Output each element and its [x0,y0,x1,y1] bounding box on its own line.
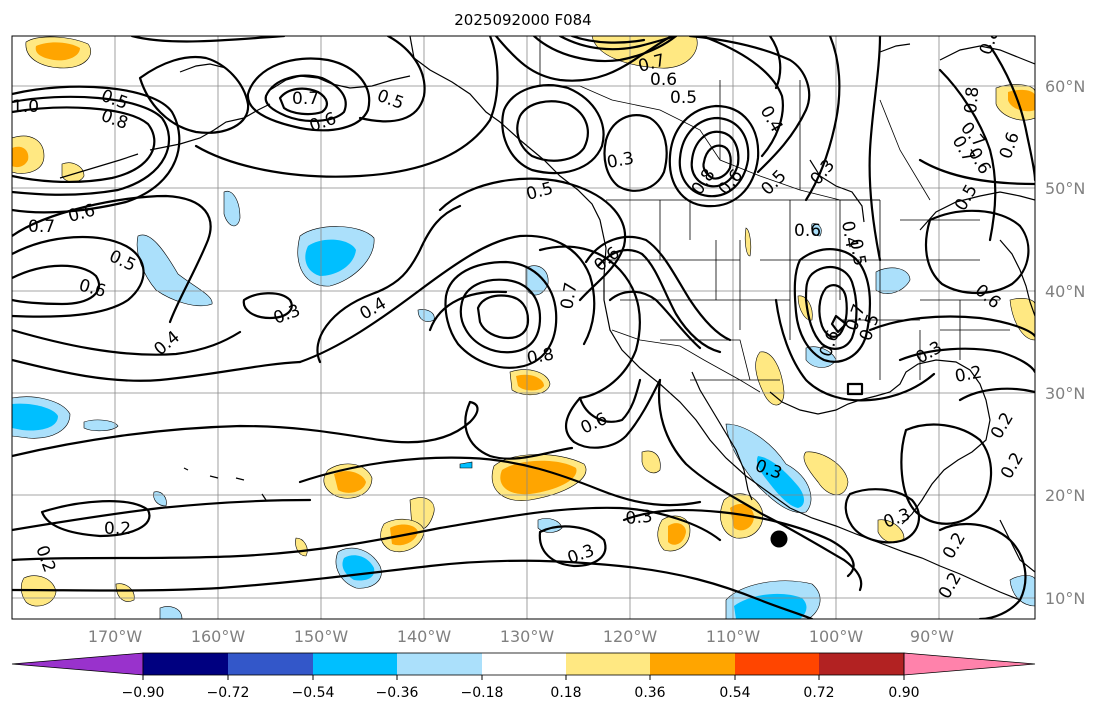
longitude-labels: 170°W 160°W 150°W 140°W 130°W 120°W 110°… [88,627,954,646]
contour-lines [12,36,1035,619]
colorbar-extend-max [903,652,1036,676]
colorbar-bin [735,653,819,675]
lon-label: 140°W [397,627,452,646]
contour-label: 0.7 [557,281,581,311]
contour-label: 0.5 [845,237,869,267]
colorbar-bin [313,653,397,675]
lon-label: 110°W [706,627,761,646]
latitude-labels: 60°N 50°N 40°N 30°N 20°N 10°N [1045,77,1085,608]
colorbar-bin [819,653,904,675]
colorbar-bin [482,653,566,675]
lat-label: 40°N [1045,282,1085,301]
lat-label: 30°N [1045,384,1085,403]
map-panel: 0.5 0.8 1.0 0.7 0.6 0.5 0.7 0.6 0.7 0.6 … [12,36,1035,619]
lon-label: 160°W [191,627,246,646]
colorbar-tick-label: −0.90 [122,685,165,701]
contour-label: 0.7 [28,217,55,237]
lon-label: 120°W [603,627,658,646]
contour-label: 0.3 [625,507,654,529]
map-frame [11,35,1036,620]
negative-anomaly-shading [12,190,1035,619]
lon-label: 90°W [910,627,954,646]
lon-label: 150°W [294,627,349,646]
contour-label: 0.5 [670,88,697,108]
colorbar-frame [142,652,905,676]
lon-label: 130°W [500,627,555,646]
contour-label: 1.0 [12,97,39,117]
coastlines [59,36,1035,601]
lat-label: 60°N [1045,77,1085,96]
lat-label: 10°N [1045,589,1085,608]
lon-label: 100°W [809,627,864,646]
colorbar-tick-label: −0.54 [292,685,335,701]
contour-label: 0.4 [837,219,861,249]
colorbar-tick-label: 0.54 [719,685,750,701]
colorbar-tick-label: −0.72 [207,685,250,701]
colorbar-tick-label: −0.36 [376,685,419,701]
colorbar-bin [397,653,482,675]
colorbar-tick-label: −0.18 [461,685,504,701]
contour-label: 0.8 [525,345,555,369]
colorbar-bin [566,653,650,675]
storm-position-marker [770,530,788,548]
contour-label: 0.7 [292,89,319,109]
map-title: 2025092000 F084 [454,11,591,29]
contour-label: 0.8 [961,86,983,115]
colorbar: −0.90 −0.72 −0.54 −0.36 −0.18 0.18 0.36 … [11,652,1036,701]
colorbar-tick-label: 0.36 [634,685,665,701]
graticule [12,36,1035,619]
lat-label: 50°N [1045,179,1085,198]
contour-label: 0.2 [953,363,983,387]
colorbar-extend-min [11,652,144,676]
political-borders [539,36,1010,393]
contour-label: 0.2 [104,519,131,539]
colorbar-tick-label: 0.90 [888,685,919,701]
lat-label: 20°N [1045,486,1085,505]
contour-label: 0.6 [794,221,821,241]
colorbar-tick-label: 0.18 [550,685,581,701]
colorbar-ticks [142,675,905,680]
contour-label: 0.3 [605,149,635,173]
colorbar-tick-label: 0.72 [803,685,834,701]
colorbar-bin [228,653,313,675]
colorbar-bin [143,653,228,675]
contour-label: 0.6 [650,70,677,90]
colorbar-bin [650,653,735,675]
lon-label: 170°W [88,627,143,646]
